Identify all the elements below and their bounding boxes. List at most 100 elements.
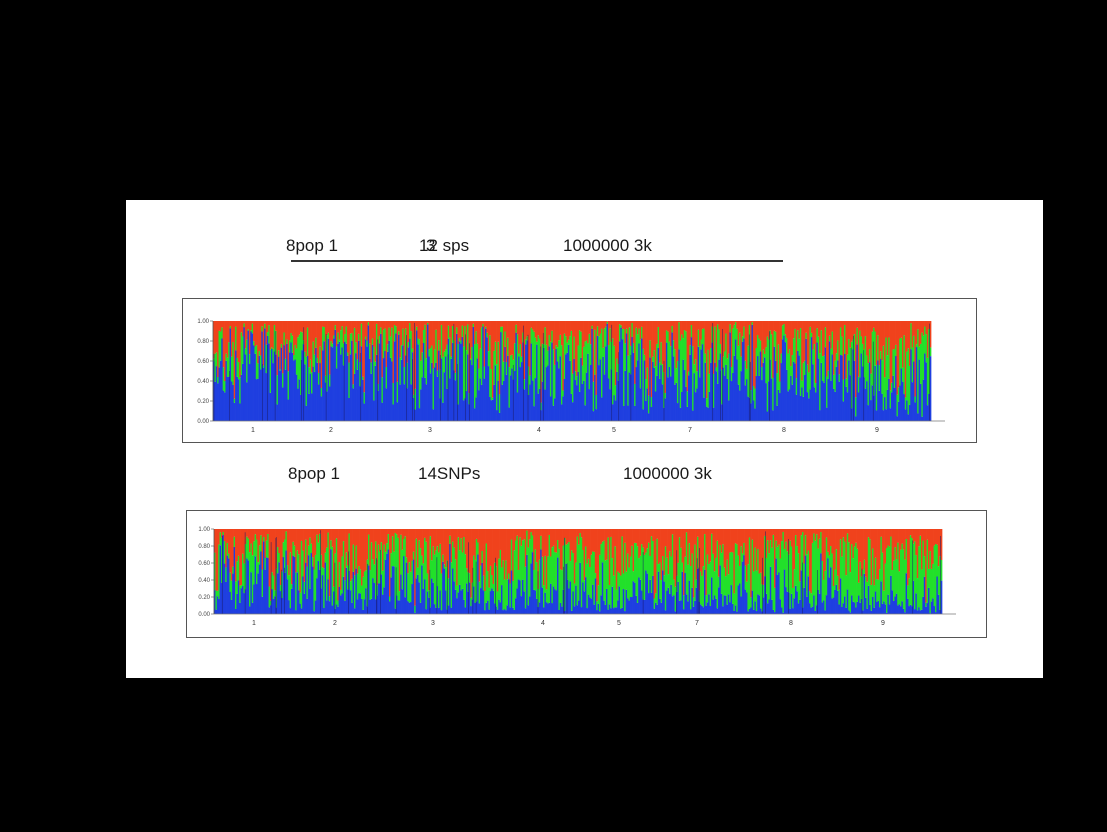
bar-segment: [902, 381, 904, 421]
bar-segment: [890, 536, 892, 576]
bar-segment: [324, 552, 327, 563]
population-label: 1: [252, 620, 256, 627]
bar-segment: [228, 553, 230, 559]
bar-segment: [323, 568, 325, 609]
bar-segment: [409, 338, 411, 421]
bar-segment: [881, 393, 884, 421]
bar-segment: [323, 327, 326, 342]
bar-segment: [837, 529, 839, 576]
bar-segment: [722, 529, 724, 545]
bar-segment: [438, 321, 440, 341]
bar-segment: [346, 352, 349, 356]
bar-segment: [664, 546, 667, 611]
bar-segment: [600, 595, 603, 614]
bar-segment: [380, 327, 382, 334]
bar-segment: [712, 321, 715, 374]
bar-segment: [802, 607, 804, 614]
bar-segment: [730, 529, 733, 553]
bar-segment: [639, 388, 642, 421]
bar-segment: [590, 529, 593, 555]
bar-segment: [326, 335, 328, 392]
population-label: 4: [537, 427, 541, 434]
bar-segment: [247, 330, 250, 421]
bar-segment: [740, 321, 743, 357]
bar-segment: [780, 363, 783, 421]
bar-segment: [788, 592, 790, 614]
bar-segment: [552, 529, 555, 546]
bar-segment: [387, 529, 390, 535]
bar-segment: [429, 373, 432, 421]
bar-segment: [772, 529, 775, 535]
bar-segment: [382, 329, 385, 359]
bar-segment: [935, 544, 937, 613]
bar-segment: [300, 529, 303, 541]
bar-segment: [369, 358, 371, 421]
bar-segment: [549, 341, 552, 397]
bar-segment: [424, 529, 426, 538]
bar-segment: [699, 346, 701, 378]
population-label: 2: [333, 620, 337, 627]
bar-segment: [302, 550, 304, 577]
bar-segment: [759, 340, 762, 352]
bar-segment: [675, 382, 678, 421]
bar-segment: [726, 529, 729, 560]
bar-segment: [888, 604, 891, 614]
bar-segment: [233, 398, 236, 403]
bar-segment: [548, 534, 551, 603]
bar-segment: [375, 599, 377, 614]
bar-segment: [403, 539, 405, 557]
bar-segment: [380, 321, 382, 328]
bar-segment: [554, 364, 556, 399]
bar-segment: [795, 394, 798, 421]
bar-segment: [418, 408, 421, 421]
bar-segment: [400, 574, 402, 614]
bar-segment: [564, 537, 566, 612]
bar-segment: [587, 558, 590, 595]
bar-segment: [908, 365, 911, 405]
bar-segment: [279, 585, 282, 592]
bar-segment: [251, 321, 254, 324]
bar-segment: [323, 341, 326, 421]
bar-segment: [522, 529, 524, 541]
bar-segment: [355, 545, 358, 569]
bar-segment: [845, 529, 848, 576]
bar-segment: [583, 591, 586, 614]
bar-segment: [866, 581, 869, 609]
bar-segment: [218, 544, 220, 600]
bar-segment: [603, 529, 605, 541]
bar-segment: [512, 321, 515, 360]
bar-segment: [246, 529, 248, 537]
bar-segment: [894, 547, 897, 597]
bar-segment: [398, 331, 400, 335]
bar-segment: [323, 321, 326, 328]
bar-segment: [319, 321, 322, 347]
bar-segment: [824, 529, 827, 571]
bar-segment: [688, 543, 691, 581]
bar-segment: [457, 321, 460, 344]
bar-segment: [757, 529, 759, 549]
bar-segment: [881, 321, 884, 361]
bar-segment: [219, 532, 222, 546]
bar-segment: [887, 529, 890, 546]
bar-segment: [673, 529, 675, 580]
bar-segment: [529, 539, 531, 597]
bar-segment: [643, 599, 646, 614]
bar-segment: [278, 553, 281, 563]
bar-segment: [389, 336, 392, 358]
bar-segment: [841, 556, 843, 607]
bar-segment: [584, 405, 587, 421]
bar-segment: [796, 546, 799, 592]
bar-segment: [230, 356, 233, 382]
bar-segment: [258, 545, 261, 565]
bar-segment: [425, 384, 428, 421]
bar-segment: [648, 542, 650, 594]
bar-segment: [904, 559, 906, 613]
bar-segment: [414, 612, 416, 614]
bar-segment: [476, 321, 479, 344]
bar-segment: [226, 357, 229, 377]
bar-segment: [743, 529, 745, 543]
bar-segment: [458, 321, 461, 338]
bar-segment: [355, 342, 357, 354]
bar-segment: [876, 579, 878, 603]
bar-segment: [405, 529, 408, 558]
